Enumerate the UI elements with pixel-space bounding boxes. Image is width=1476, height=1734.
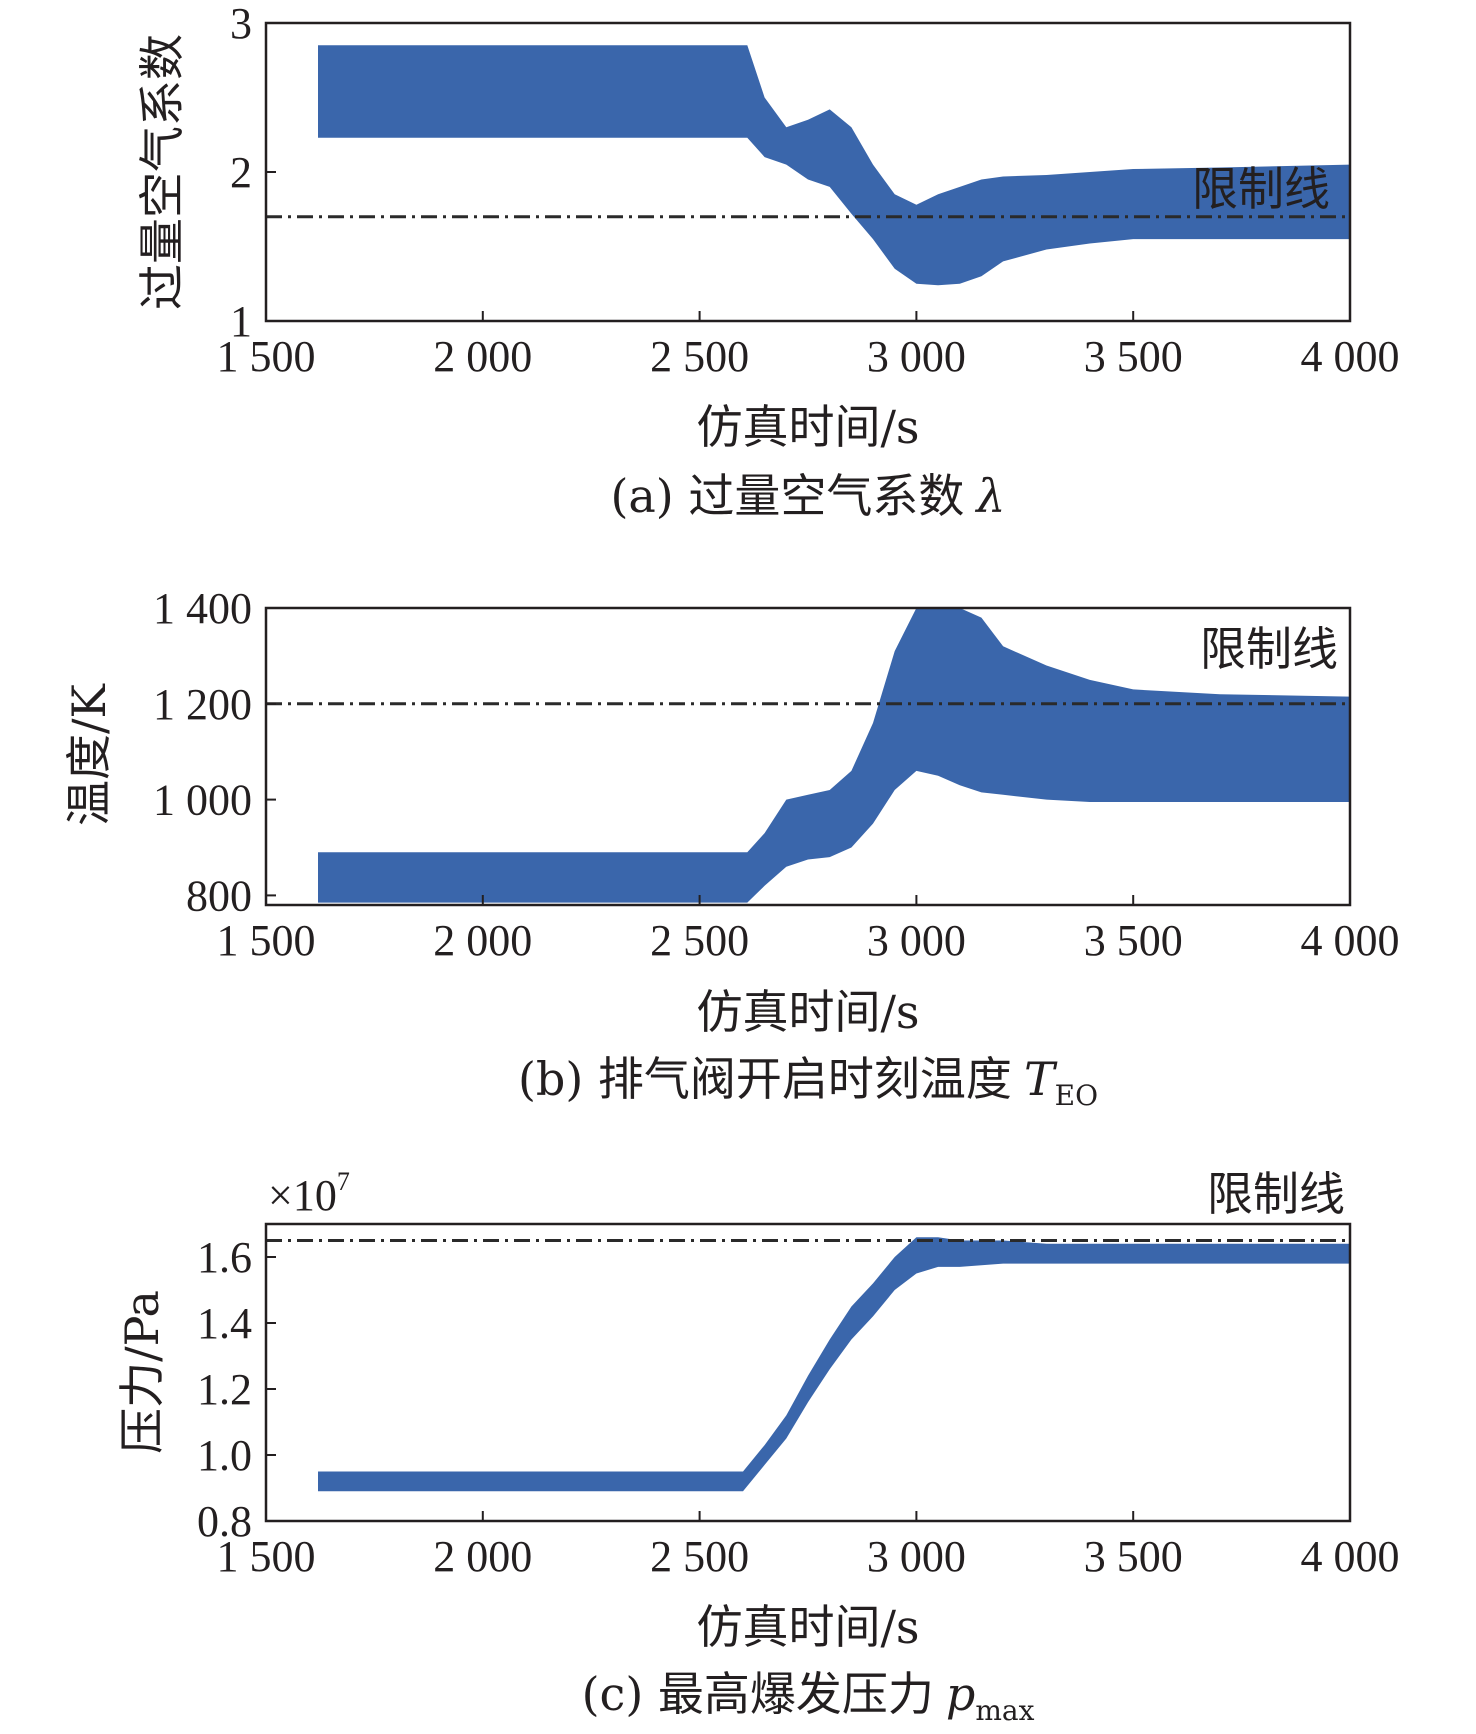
panel-a-xtick-labels: 1 500 2 000 2 500 3 000 3 500 4 000 <box>217 332 1400 381</box>
panel-c-caption-text: (c) 最高爆发压力 <box>582 1667 934 1721</box>
panel-c-caption-symbol: p <box>946 1667 975 1721</box>
panel-c-ylabel: 压力/Pa <box>115 1290 169 1454</box>
panel-c-y-multiplier: ×107 <box>268 1167 350 1220</box>
ytick-label: 0.8 <box>197 1497 252 1546</box>
panel-b-caption-subscript: EO <box>1055 1079 1098 1112</box>
panel-a-caption-symbol: λ <box>974 469 1005 523</box>
panel-b-ylabel: 温度/K <box>62 682 116 825</box>
series-band-a <box>318 45 1350 286</box>
ytick-label: 3 <box>230 0 252 48</box>
panel-b-limit-label: 限制线 <box>1200 622 1338 676</box>
ytick-label: 1.6 <box>197 1233 252 1282</box>
panel-c: 限制线 ×107 0.8 1.0 1.2 1.4 1.6 1 500 2 000 2 500… <box>115 1167 1400 1727</box>
panel-c-caption: (c) 最高爆发压力 pmax <box>582 1667 1035 1727</box>
panel-b-xtick-labels: 1 500 2 000 2 500 3 000 3 500 4 000 <box>217 916 1400 965</box>
panel-b-xlabel: 仿真时间/s <box>696 985 919 1039</box>
panel-c-ytick-labels: 0.8 1.0 1.2 1.4 1.6 <box>197 1233 252 1546</box>
ytick-label: 800 <box>186 871 252 920</box>
xtick-label: 2 000 <box>433 916 532 965</box>
xtick-label: 3 000 <box>867 332 966 381</box>
xtick-label: 3 000 <box>867 916 966 965</box>
panel-c-limit-label: 限制线 <box>1207 1167 1345 1221</box>
xtick-label: 2 500 <box>650 1532 749 1581</box>
xtick-label: 1 500 <box>217 1532 316 1581</box>
panel-b-frame <box>264 606 1352 907</box>
xtick-label: 3 000 <box>867 1532 966 1581</box>
ytick-label: 1.0 <box>197 1431 252 1480</box>
xtick-label: 3 500 <box>1084 916 1183 965</box>
xtick-label: 2 000 <box>433 332 532 381</box>
series-band-c <box>318 1237 1350 1492</box>
xtick-label: 3 500 <box>1084 332 1183 381</box>
panel-c-caption-subscript: max <box>975 1694 1034 1727</box>
panel-c-y-multiplier-exp: 7 <box>337 1167 350 1196</box>
xtick-label: 2 000 <box>433 1532 532 1581</box>
xtick-label: 4 000 <box>1301 332 1400 381</box>
panel-a-limit-label: 限制线 <box>1192 162 1330 216</box>
series-band-b <box>318 608 1350 903</box>
xtick-label: 1 500 <box>217 332 316 381</box>
ytick-label: 1 000 <box>153 776 252 825</box>
panel-b: 限制线 800 1 000 1 200 1 400 1 500 2 000 2 500 3 … <box>62 584 1400 1112</box>
panel-a-caption-text: (a) 过量空气系数 <box>610 469 964 523</box>
panel-b-series <box>318 608 1350 903</box>
xtick-label: 4 000 <box>1301 916 1400 965</box>
panel-c-xlabel: 仿真时间/s <box>696 1600 919 1654</box>
xtick-label: 1 500 <box>217 916 316 965</box>
panel-c-xtick-labels: 1 500 2 000 2 500 3 000 3 500 4 000 <box>217 1532 1400 1581</box>
xtick-label: 4 000 <box>1301 1532 1400 1581</box>
xtick-label: 2 500 <box>650 332 749 381</box>
panel-c-series <box>318 1237 1350 1492</box>
panel-c-y-multiplier-base: ×10 <box>268 1171 337 1220</box>
panel-b-caption-text: (b) 排气阀开启时刻温度 <box>518 1052 1012 1106</box>
xtick-label: 3 500 <box>1084 1532 1183 1581</box>
ytick-label: 1.4 <box>197 1299 252 1348</box>
ytick-label: 1 200 <box>153 680 252 729</box>
panel-c-frame <box>264 1222 1352 1523</box>
panel-a-caption: (a) 过量空气系数 λ <box>610 469 1005 523</box>
ytick-label: 2 <box>230 148 252 197</box>
ytick-label: 1 400 <box>153 584 252 633</box>
ytick-label: 1.2 <box>197 1365 252 1414</box>
panel-c-ticks <box>265 1256 1351 1522</box>
panel-a-ylabel: 过量空气系数 <box>135 34 189 310</box>
panel-a-series <box>318 45 1350 286</box>
panel-a-ytick-labels: 1 2 3 <box>230 0 252 346</box>
panel-b-caption-symbol: T <box>1024 1052 1058 1106</box>
xtick-label: 2 500 <box>650 916 749 965</box>
ytick-label: 1 <box>230 297 252 346</box>
panel-a-ticks <box>265 22 1351 322</box>
panel-a-xlabel: 仿真时间/s <box>696 400 919 454</box>
panel-b-caption: (b) 排气阀开启时刻温度 TEO <box>518 1052 1098 1112</box>
panel-b-ytick-labels: 800 1 000 1 200 1 400 <box>153 584 252 920</box>
panel-b-ticks <box>265 607 1351 905</box>
panel-a: 限制线 1 2 3 1 500 2 000 2 500 3 000 3 500 4 000 仿… <box>135 0 1400 523</box>
